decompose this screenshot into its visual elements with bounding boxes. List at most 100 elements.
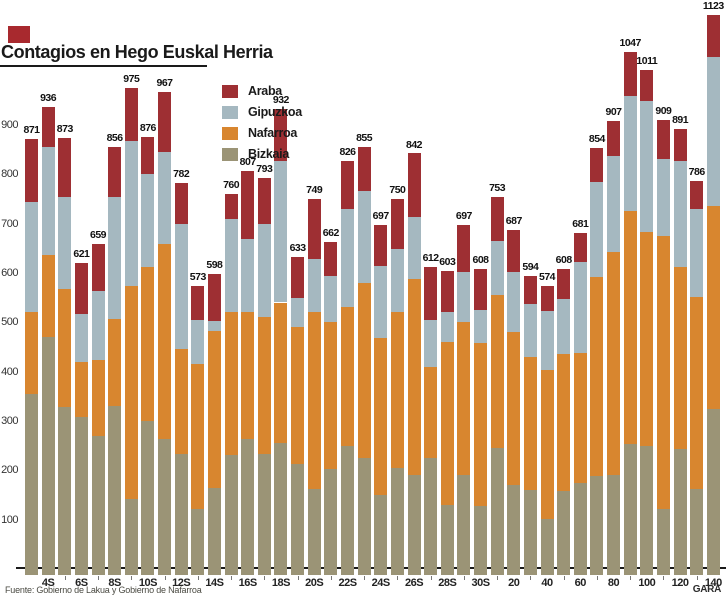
x-axis-minor-tick <box>497 576 499 580</box>
stacked-bar <box>41 107 55 575</box>
stacked-bar <box>224 193 238 575</box>
bar-total-label: 612 <box>422 252 440 264</box>
bar-segment-nafarroa <box>656 235 670 509</box>
bar-total-label: 753 <box>489 182 506 195</box>
stacked-bar <box>191 286 205 575</box>
bar-total-label: 760 <box>223 178 240 191</box>
x-axis-tick-label: 8S <box>108 577 121 589</box>
bar-segment-araba <box>341 161 354 210</box>
bar-total-label: 782 <box>173 168 190 181</box>
bar-segment-gipuzkoa <box>174 224 188 350</box>
bar-segment-bizkaia <box>207 488 221 575</box>
bar-total-label: 854 <box>588 132 606 145</box>
x-axis-minor-tick <box>463 576 465 580</box>
brand-accent-square <box>8 26 30 43</box>
bar-segment-nafarroa <box>257 317 271 455</box>
stacked-bar <box>341 161 354 575</box>
bar-total-label: 807 <box>239 155 257 168</box>
x-axis-line <box>16 567 726 569</box>
x-axis-tick-label: 100 <box>638 577 656 589</box>
bar-total-label: 687 <box>505 215 523 227</box>
bar-segment-nafarroa <box>557 354 571 491</box>
x-axis-tick-label: 120 <box>671 577 689 589</box>
bar-segment-bizkaia <box>124 498 138 575</box>
bar-segment-araba <box>257 177 271 224</box>
y-axis-tick-label: 600 <box>1 267 18 279</box>
x-axis-minor-tick <box>197 576 199 580</box>
bar-segment-araba <box>207 273 221 321</box>
bar-segment-bizkaia <box>457 475 471 575</box>
bar-segment-gipuzkoa <box>474 309 487 343</box>
stacked-bar <box>74 262 88 575</box>
bar-segment-nafarroa <box>523 356 537 490</box>
bar-segment-gipuzkoa <box>374 265 388 338</box>
x-axis-tick-label: 22S <box>338 577 357 589</box>
stacked-bar <box>58 138 72 575</box>
bar-segment-gipuzkoa <box>241 238 255 313</box>
stacked-bar <box>241 170 255 575</box>
bar-segment-araba <box>108 146 122 198</box>
bar-segment-gipuzkoa <box>656 158 670 236</box>
bar-total-label: 871 <box>23 124 40 137</box>
bar-segment-araba <box>507 230 521 273</box>
bar-total-label: 842 <box>405 138 423 151</box>
bar-segment-araba <box>191 286 205 320</box>
bar-segment-araba <box>141 136 155 175</box>
stacked-bar <box>307 199 321 575</box>
bar-segment-araba <box>74 262 88 315</box>
bar-segment-gipuzkoa <box>224 219 238 313</box>
bar-total-label: 681 <box>572 217 589 230</box>
bar-segment-araba <box>656 120 670 159</box>
bar-segment-gipuzkoa <box>640 100 654 232</box>
x-axis-tick-label: 10S <box>138 577 158 589</box>
bar-segment-bizkaia <box>407 475 421 575</box>
bar-segment-gipuzkoa <box>307 259 321 313</box>
bar-segment-bizkaia <box>690 489 704 575</box>
x-axis-minor-tick <box>64 576 66 580</box>
bar-segment-bizkaia <box>640 445 654 575</box>
bar-segment-nafarroa <box>91 360 105 436</box>
legend-item-nafarroa: Nafarroa <box>222 126 302 140</box>
stacked-bar <box>690 181 704 575</box>
bar-segment-bizkaia <box>174 453 188 575</box>
stacked-bar <box>706 14 720 575</box>
bar-segment-bizkaia <box>424 458 438 575</box>
bar-segment-gipuzkoa <box>207 320 221 331</box>
stacked-bar <box>374 225 388 575</box>
x-axis-minor-tick <box>364 576 366 580</box>
bar-segment-bizkaia <box>557 491 571 575</box>
stacked-bar <box>108 146 122 575</box>
x-axis-minor-tick <box>696 576 698 580</box>
bar-total-label: 573 <box>189 271 207 284</box>
bar-segment-nafarroa <box>224 312 238 455</box>
bar-segment-araba <box>424 267 438 320</box>
bar-segment-gipuzkoa <box>357 191 371 283</box>
bar-segment-gipuzkoa <box>74 314 88 363</box>
stacked-bar <box>357 147 371 575</box>
bar-segment-araba <box>557 269 571 300</box>
bar-segment-gipuzkoa <box>507 272 521 333</box>
stacked-bar <box>407 153 421 575</box>
stacked-bar <box>540 285 554 575</box>
stacked-bar <box>424 267 438 575</box>
bar-segment-bizkaia <box>291 463 305 575</box>
stacked-bar <box>607 121 620 575</box>
bar-segment-nafarroa <box>158 243 171 440</box>
bar-segment-gipuzkoa <box>623 95 637 212</box>
bar-segment-nafarroa <box>440 341 454 505</box>
bar-segment-bizkaia <box>307 489 321 575</box>
bar-segment-bizkaia <box>224 454 238 575</box>
bar-segment-nafarroa <box>490 295 504 449</box>
bar-segment-nafarroa <box>507 332 521 486</box>
stacked-bar <box>557 269 571 575</box>
stacked-bar <box>174 182 188 575</box>
bar-segment-bizkaia <box>623 444 637 575</box>
bar-segment-nafarroa <box>673 267 687 450</box>
bar-segment-gipuzkoa <box>407 216 421 279</box>
bar-segment-nafarroa <box>474 342 487 506</box>
source-note: Fuente: Gobierno de Lakua y Gobierno de … <box>5 585 202 595</box>
legend-label-bizkaia: Bizkaia <box>248 147 289 161</box>
bar-segment-bizkaia <box>573 483 587 575</box>
stacked-bar <box>673 129 687 575</box>
